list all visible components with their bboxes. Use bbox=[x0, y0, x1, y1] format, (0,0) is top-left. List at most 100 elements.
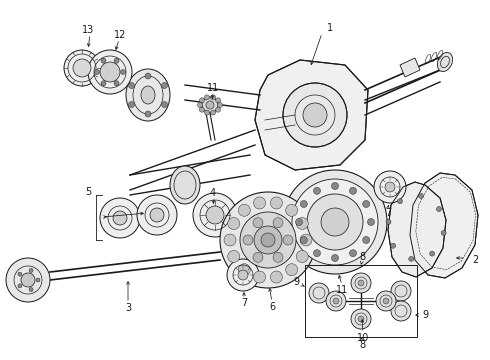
Circle shape bbox=[270, 197, 282, 209]
Circle shape bbox=[376, 291, 396, 311]
Circle shape bbox=[204, 110, 209, 115]
Circle shape bbox=[300, 201, 307, 207]
Circle shape bbox=[309, 283, 329, 303]
Circle shape bbox=[295, 219, 302, 225]
Circle shape bbox=[218, 103, 222, 108]
Circle shape bbox=[351, 273, 371, 293]
Circle shape bbox=[409, 256, 414, 261]
Circle shape bbox=[333, 298, 339, 304]
Circle shape bbox=[216, 98, 220, 103]
Circle shape bbox=[206, 206, 224, 224]
Circle shape bbox=[206, 101, 214, 109]
Circle shape bbox=[114, 58, 119, 63]
Circle shape bbox=[300, 237, 307, 243]
Circle shape bbox=[292, 179, 378, 265]
Circle shape bbox=[204, 95, 209, 100]
Circle shape bbox=[113, 211, 127, 225]
Circle shape bbox=[100, 198, 140, 238]
Circle shape bbox=[391, 243, 395, 248]
Circle shape bbox=[199, 98, 204, 103]
Circle shape bbox=[383, 298, 389, 304]
Text: 13: 13 bbox=[82, 25, 94, 35]
Circle shape bbox=[101, 81, 106, 86]
Circle shape bbox=[73, 59, 91, 77]
Circle shape bbox=[228, 217, 240, 230]
Circle shape bbox=[29, 269, 33, 273]
Ellipse shape bbox=[438, 53, 453, 72]
Circle shape bbox=[114, 81, 119, 86]
Circle shape bbox=[261, 233, 275, 247]
Circle shape bbox=[199, 107, 204, 112]
Circle shape bbox=[18, 284, 22, 288]
Circle shape bbox=[391, 301, 411, 321]
Circle shape bbox=[397, 199, 402, 204]
Circle shape bbox=[21, 273, 35, 287]
Text: 9: 9 bbox=[293, 277, 299, 287]
Circle shape bbox=[224, 234, 236, 246]
Circle shape bbox=[202, 97, 218, 113]
Text: 11: 11 bbox=[207, 83, 219, 93]
Circle shape bbox=[137, 195, 177, 235]
Circle shape bbox=[254, 226, 282, 254]
Circle shape bbox=[296, 217, 308, 230]
Circle shape bbox=[286, 264, 298, 276]
Circle shape bbox=[358, 280, 364, 286]
Circle shape bbox=[145, 111, 151, 117]
Circle shape bbox=[374, 171, 406, 203]
Circle shape bbox=[243, 235, 253, 245]
Text: 9: 9 bbox=[422, 310, 428, 320]
Circle shape bbox=[193, 193, 237, 237]
Circle shape bbox=[95, 69, 99, 75]
Circle shape bbox=[121, 69, 125, 75]
Circle shape bbox=[349, 250, 357, 257]
Circle shape bbox=[64, 50, 100, 86]
Circle shape bbox=[253, 252, 263, 262]
Text: 4: 4 bbox=[210, 188, 216, 198]
Circle shape bbox=[101, 58, 106, 63]
Circle shape bbox=[161, 82, 168, 89]
Circle shape bbox=[100, 62, 120, 82]
Text: 3: 3 bbox=[125, 303, 131, 313]
Circle shape bbox=[332, 183, 339, 189]
Circle shape bbox=[253, 197, 266, 209]
Circle shape bbox=[314, 187, 320, 194]
Circle shape bbox=[29, 288, 33, 292]
Text: 6: 6 bbox=[269, 302, 275, 312]
Circle shape bbox=[220, 192, 316, 288]
Circle shape bbox=[211, 95, 216, 100]
Polygon shape bbox=[400, 58, 420, 77]
Circle shape bbox=[300, 234, 312, 246]
Text: 2: 2 bbox=[472, 255, 478, 265]
Circle shape bbox=[296, 251, 308, 262]
Circle shape bbox=[6, 258, 50, 302]
Circle shape bbox=[303, 103, 327, 127]
Circle shape bbox=[349, 187, 357, 194]
Circle shape bbox=[441, 230, 446, 235]
Circle shape bbox=[238, 270, 248, 280]
Circle shape bbox=[228, 251, 240, 262]
Ellipse shape bbox=[170, 166, 200, 204]
Circle shape bbox=[128, 82, 135, 89]
Text: 8: 8 bbox=[359, 252, 365, 262]
Circle shape bbox=[326, 291, 346, 311]
Circle shape bbox=[253, 218, 263, 228]
Polygon shape bbox=[388, 182, 446, 277]
Circle shape bbox=[150, 208, 164, 222]
Circle shape bbox=[358, 316, 364, 322]
Circle shape bbox=[145, 73, 151, 79]
Circle shape bbox=[391, 281, 411, 301]
Circle shape bbox=[253, 271, 266, 283]
Circle shape bbox=[88, 50, 132, 94]
Circle shape bbox=[36, 278, 40, 282]
Circle shape bbox=[238, 204, 250, 216]
Circle shape bbox=[211, 110, 216, 115]
Ellipse shape bbox=[141, 86, 155, 104]
Circle shape bbox=[18, 272, 22, 276]
Circle shape bbox=[363, 201, 369, 207]
Circle shape bbox=[161, 102, 168, 108]
Circle shape bbox=[368, 219, 374, 225]
Circle shape bbox=[216, 107, 220, 112]
Circle shape bbox=[430, 251, 435, 256]
Circle shape bbox=[321, 208, 349, 236]
Circle shape bbox=[273, 218, 283, 228]
